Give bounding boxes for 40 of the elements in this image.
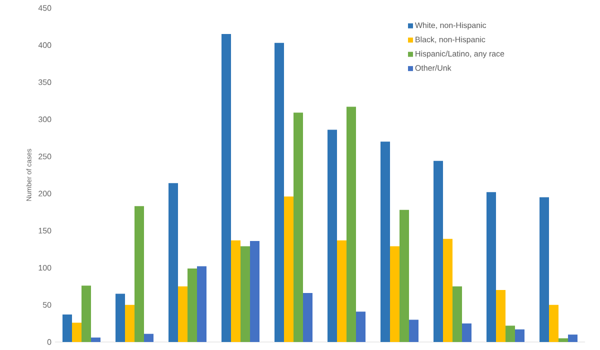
bar (72, 322, 82, 342)
bar (231, 240, 240, 342)
bar (506, 326, 516, 342)
bar (337, 240, 346, 342)
bar (443, 238, 453, 342)
bar (452, 286, 462, 342)
bar (434, 160, 444, 342)
bar (558, 338, 568, 342)
bar (250, 241, 260, 342)
bar (540, 197, 550, 342)
bar (116, 294, 125, 342)
bar (303, 293, 313, 342)
bar (549, 304, 559, 342)
bar (62, 314, 72, 342)
bar (328, 130, 337, 342)
bar (486, 192, 496, 342)
bar (274, 42, 284, 342)
bar (91, 338, 100, 342)
bar (222, 34, 231, 342)
bar (197, 266, 206, 342)
bar (284, 196, 294, 342)
bar (568, 334, 578, 342)
bar (380, 142, 390, 342)
bar (515, 329, 525, 342)
bar (462, 323, 472, 342)
bar (134, 206, 144, 342)
bar (240, 246, 250, 342)
bar (409, 320, 419, 342)
bar (144, 334, 154, 342)
bar (178, 286, 188, 342)
bar (294, 112, 303, 342)
bar (496, 290, 506, 342)
bar (390, 246, 400, 342)
bar (82, 286, 91, 342)
bar (400, 210, 410, 342)
bar (356, 312, 366, 342)
bar (125, 304, 134, 342)
bar (168, 183, 178, 342)
bar (188, 268, 197, 342)
bar (346, 106, 356, 342)
